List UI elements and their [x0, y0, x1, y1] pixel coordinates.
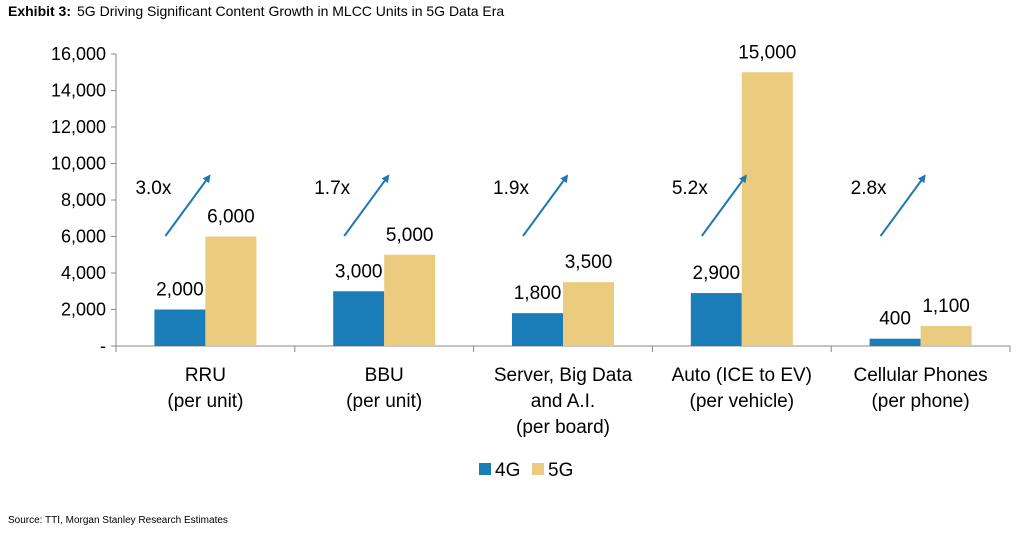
category-label: Auto (ICE to EV) — [672, 365, 812, 386]
y-tick-label: 16,000 — [51, 44, 106, 64]
category-label: BBU — [365, 365, 404, 386]
growth-arrow — [879, 174, 926, 237]
data-label-5g: 15,000 — [738, 42, 796, 63]
legend-swatch-5g — [532, 463, 544, 475]
bar-4g — [512, 313, 563, 346]
category-label: (per unit) — [346, 391, 422, 412]
bar-4g — [333, 291, 385, 346]
growth-multiplier: 2.8x — [851, 178, 887, 199]
growth-multiplier: 1.9x — [493, 178, 529, 199]
category-label: and A.I. — [531, 391, 595, 412]
growth-multiplier: 5.2x — [672, 178, 708, 199]
data-label-5g: 1,100 — [922, 296, 970, 317]
exhibit-label: Exhibit 3: — [8, 3, 72, 19]
category-label: (per board) — [516, 417, 610, 438]
growth-arrow — [343, 174, 390, 237]
y-tick-label: 10,000 — [51, 154, 106, 174]
legend-swatch-4g — [479, 463, 491, 475]
category-label: RRU — [185, 365, 226, 386]
data-label-4g: 3,000 — [335, 261, 383, 282]
category-label: (per vehicle) — [690, 391, 795, 412]
category-label: Server, Big Data — [494, 365, 633, 386]
category-label: (per unit) — [167, 391, 243, 412]
y-tick-label: - — [100, 336, 106, 356]
data-label-5g: 3,500 — [565, 252, 613, 273]
y-tick-label: 12,000 — [51, 117, 106, 137]
legend-label-5g: 5G — [548, 460, 573, 481]
y-tick-label: 14,000 — [51, 81, 106, 101]
bar-4g — [869, 338, 921, 346]
legend-label-4g: 4G — [495, 460, 520, 481]
category-label: (per phone) — [871, 391, 969, 412]
y-tick-label: 2,000 — [61, 300, 106, 320]
bar-5g — [563, 282, 614, 346]
category-label: Cellular Phones — [854, 365, 988, 386]
growth-arrow — [700, 174, 747, 237]
y-tick-label: 6,000 — [61, 227, 106, 247]
y-tick-label: 8,000 — [61, 190, 106, 210]
data-label-4g: 2,000 — [156, 280, 204, 301]
bar-5g — [205, 236, 257, 346]
data-label-4g: 2,900 — [693, 263, 741, 284]
chart-title: Exhibit 3: 5G Driving Significant Content… — [8, 3, 504, 19]
bar-5g — [384, 254, 436, 346]
bar-4g — [154, 309, 206, 346]
bar-5g — [920, 325, 972, 346]
y-tick-label: 4,000 — [61, 263, 106, 283]
data-label-5g: 6,000 — [207, 207, 255, 228]
growth-multiplier: 1.7x — [314, 178, 350, 199]
data-label-5g: 5,000 — [386, 225, 434, 246]
bar-4g — [690, 293, 742, 346]
source-note: Source: TTI, Morgan Stanley Research Est… — [8, 515, 228, 526]
title-text: 5G Driving Significant Content Growth in… — [77, 3, 505, 19]
data-label-4g: 400 — [879, 309, 911, 330]
growth-multiplier: 3.0x — [135, 178, 171, 199]
growth-arrow — [164, 174, 211, 237]
bar-5g — [741, 72, 793, 346]
data-label-4g: 1,800 — [514, 283, 562, 304]
growth-arrow — [522, 174, 569, 237]
